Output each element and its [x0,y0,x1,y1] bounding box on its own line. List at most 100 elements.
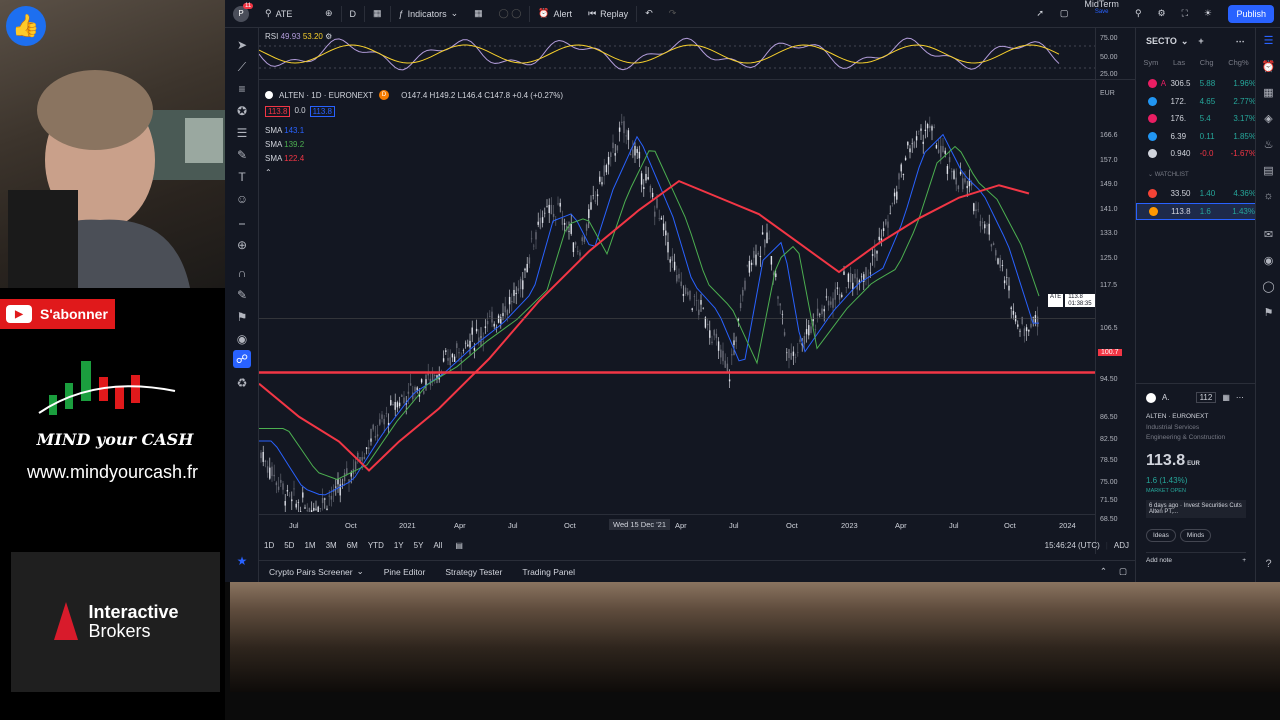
expand-icon[interactable]: ⌃ [1099,566,1107,576]
trendline-icon[interactable]: ⟋ [237,60,247,74]
replay-button[interactable]: ⏮ Replay [580,0,636,28]
settings-icon[interactable]: ⚙ [1157,8,1166,18]
calendar-icon[interactable]: ▤ [455,540,463,550]
chart-title[interactable]: ALTEN · 1D · EURONEXT [279,90,374,100]
templates-icon[interactable]: ▦ [474,8,483,18]
like-icon[interactable]: 👍 [6,6,46,46]
calendar-icon[interactable]: ▤ [1263,165,1274,177]
watchlist-row[interactable]: 33.50 1.40 4.36% [1136,185,1256,202]
lock-icon[interactable]: ⚑ [236,310,248,324]
layout-name-button[interactable]: MidTerm Save [1076,0,1127,28]
chat-icon[interactable]: ✉ [1263,229,1274,241]
detail-sector[interactable]: Industrial Services [1146,424,1200,431]
currency-label[interactable]: EUR [1100,90,1115,97]
range-button[interactable]: 1D [264,540,275,550]
watchlist-row[interactable]: 176. 5.4 3.17% [1136,110,1256,127]
link-icon[interactable]: ☍ [233,350,251,368]
watchlist-row[interactable]: 0.940 -0.0 -1.67% [1136,145,1256,162]
watchlist-row[interactable]: A 306.5 5.88 1.96% [1136,75,1256,92]
ideas-button[interactable]: Ideas [1146,529,1176,542]
clock-label[interactable]: 15:46:24 (UTC) [1044,540,1100,550]
panel-trading[interactable]: Trading Panel [512,567,585,577]
detail-industry[interactable]: Engineering & Construction [1146,434,1226,441]
layout-dots-icon[interactable]: ◯ ◯ [498,8,522,18]
alert-button[interactable]: ⏰ Alert [530,0,580,28]
streams-icon[interactable]: ◉ [1263,255,1274,267]
magnet-icon[interactable]: ∩ [237,266,247,280]
favorites-icon[interactable]: ★ [236,554,248,568]
help-icon[interactable]: ? [1265,558,1272,570]
interval-button[interactable]: D [349,8,357,19]
panel-pine-editor[interactable]: Pine Editor [374,567,436,577]
col-last[interactable]: Las [1173,58,1186,67]
stay-drawing-icon[interactable]: ✎ [236,288,248,302]
symbol-search[interactable]: ⚲ ATE [257,0,317,28]
rsi-pane[interactable]: RSI 49.93 53.20 ⚙ [259,28,1135,80]
watchlist-row[interactable]: 6.39 0.11 1.85% [1136,128,1256,145]
range-button[interactable]: YTD [367,540,384,550]
range-button[interactable]: 6M [346,540,358,550]
time-axis[interactable]: Jul Oct 2021 Apr Jul Oct Wed 15 Dec '21 Apr Jul O… [259,514,1095,536]
redo-icon[interactable]: ↷ [668,8,677,18]
price-scale[interactable]: 75.00 50.00 25.00 EUR 166.6 157.0 149.0 141… [1048,28,1135,554]
watchlist-section-label[interactable]: ⌄ WATCHLIST [1148,172,1189,178]
dots-icon[interactable]: ⋯ [1235,393,1244,402]
quick-search-icon[interactable]: ⚲ [1134,8,1142,18]
panel-strategy-tester[interactable]: Strategy Tester [435,567,512,577]
trash-icon[interactable]: ♻ [236,376,248,390]
zoom-icon[interactable]: ⊕ [236,238,248,252]
range-button[interactable]: 3M [325,540,337,550]
layout-toggle-icon[interactable]: ▢ [1059,8,1069,18]
chart-area[interactable]: RSI 49.93 53.20 ⚙ ALTEN · 1D · EURONEXT … [259,28,1135,554]
col-chgp[interactable]: Chg% [1228,58,1249,67]
user-avatar[interactable]: P 11 [225,0,257,28]
compare-icon[interactable]: ⊕ [325,8,333,18]
ruler-icon[interactable]: ⎯ [238,216,245,230]
broadcast-icon[interactable]: ◯ [1262,281,1275,293]
undo-icon[interactable]: ↶ [645,8,653,18]
add-note-row[interactable]: Add note + [1146,552,1246,564]
ideas-icon[interactable]: ☼ [1263,190,1274,202]
minds-button[interactable]: Minds [1179,529,1212,542]
hotlist-icon[interactable]: ♨ [1263,139,1274,151]
range-button[interactable]: 1Y [393,540,404,550]
hide-icon[interactable]: ◉ [236,332,248,346]
forecast-icon[interactable]: ☰ [236,126,248,140]
detail-symbol[interactable]: A. [1162,393,1170,402]
news-item[interactable]: 6 days ago · Invest Securities Cuts Alte… [1146,500,1246,518]
object-tree-icon[interactable]: ◈ [1264,113,1273,125]
grid-icon[interactable]: ▦ [1222,393,1230,402]
brush-icon[interactable]: ✎ [236,148,248,162]
settings-icon[interactable]: ⚙ [325,32,333,41]
pattern-icon[interactable]: ✪ [236,104,248,118]
detail-count[interactable]: 112 [1195,392,1217,403]
collapse-legend-icon[interactable]: ⌃ [265,168,272,177]
dots-icon[interactable]: ⋯ [1235,36,1245,46]
watchlist-header[interactable]: SECTO ⌄ + ⋯ [1146,36,1245,47]
col-symbol[interactable]: Sym [1143,58,1159,67]
price-pane[interactable]: ALTEN · 1D · EURONEXT D O147.4 H149.2 L1… [259,82,1135,554]
publish-button[interactable]: Publish [1228,5,1274,23]
range-button[interactable]: All [433,540,443,550]
add-symbol-icon[interactable]: + [1198,36,1204,46]
fib-icon[interactable]: ≡ [238,82,246,96]
watchlist-icon[interactable]: ☰ [1263,35,1274,47]
fullscreen-icon[interactable]: ⛶ [1181,8,1188,18]
range-button[interactable]: 5Y [413,540,424,550]
watchlist-row[interactable]: 113.8 1.6 1.43% [1136,202,1256,220]
range-button[interactable]: 1M [304,540,316,550]
ask-price[interactable]: 113.8 [309,106,335,117]
bid-price[interactable]: 113.8 [265,106,291,117]
snapshot-icon[interactable]: ☀ [1203,8,1212,18]
chart-type-icon[interactable]: ▦ [373,8,382,18]
subscribe-button[interactable]: ▶ S'abonner [0,299,115,329]
text-icon[interactable]: T [238,170,246,184]
maximize-icon[interactable]: ▢ [1118,566,1127,576]
adj-button[interactable]: ADJ [1113,540,1129,550]
indicators-button[interactable]: ƒ Indicators ⌄ [391,0,467,28]
emoji-icon[interactable]: ☺ [235,192,249,206]
panel-crypto-screener[interactable]: Crypto Pairs Screener ⌄ [259,566,374,577]
data-window-icon[interactable]: ▦ [1263,87,1274,99]
cursor-icon[interactable]: ➤ [236,38,248,52]
range-button[interactable]: 5D [284,540,295,550]
